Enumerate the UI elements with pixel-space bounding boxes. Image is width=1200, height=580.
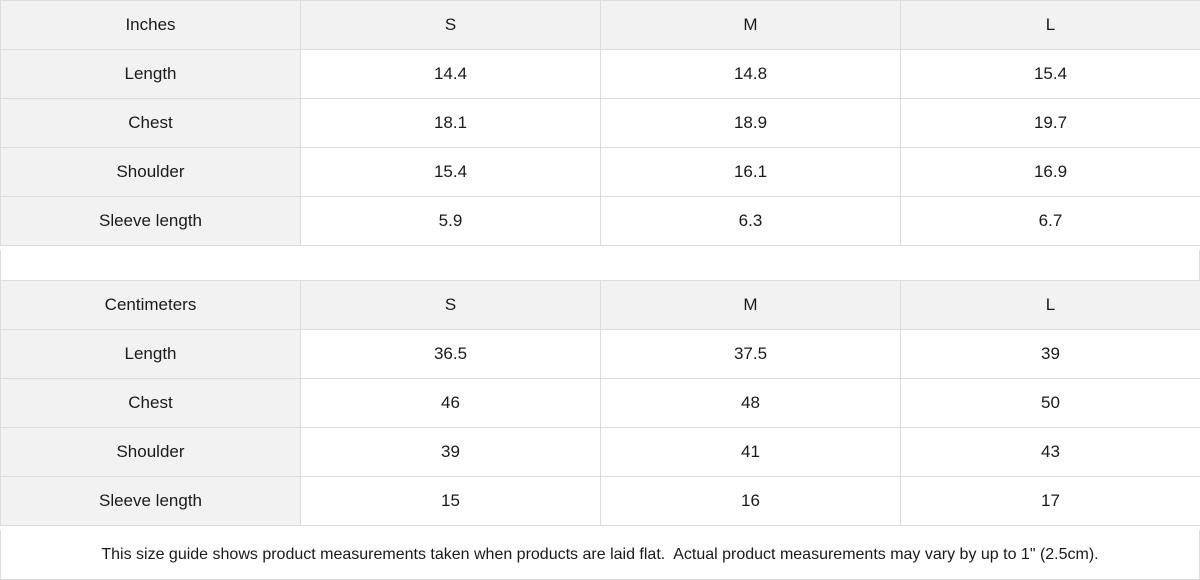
size-header: S: [300, 0, 601, 50]
measurement-value: 15.4: [900, 49, 1200, 99]
measurement-value: 48: [600, 378, 901, 428]
measurement-value: 16.9: [900, 147, 1200, 197]
size-header: L: [900, 280, 1200, 330]
measurement-value: 41: [600, 427, 901, 477]
measurement-value: 18.9: [600, 98, 901, 148]
measurement-value: 15.4: [300, 147, 601, 197]
unit-header: Inches: [0, 0, 301, 50]
centimeters-size-table: Centimeters S M L Length 36.5 37.5 39 Chest 46 48 5…: [0, 280, 1200, 526]
measurement-value: 6.7: [900, 196, 1200, 246]
size-header: L: [900, 0, 1200, 50]
measurement-label: Chest: [0, 378, 301, 428]
measurement-value: 39: [300, 427, 601, 477]
header-row: Centimeters S M L: [0, 280, 1200, 330]
measurement-value: 17: [900, 476, 1200, 526]
measurement-value: 15: [300, 476, 601, 526]
size-header: M: [600, 280, 901, 330]
size-header: M: [600, 0, 901, 50]
inches-size-table: Inches S M L Length 14.4 14.8 15.4 Chest 18.1 18.9…: [0, 0, 1200, 246]
unit-header: Centimeters: [0, 280, 301, 330]
table-row: Chest 18.1 18.9 19.7: [0, 98, 1200, 148]
measurement-value: 46: [300, 378, 601, 428]
measurement-value: 6.3: [600, 196, 901, 246]
size-guide-footnote: This size guide shows product measuremen…: [0, 530, 1200, 580]
measurement-label: Sleeve length: [0, 476, 301, 526]
measurement-value: 5.9: [300, 196, 601, 246]
measurement-value: 39: [900, 329, 1200, 379]
measurement-value: 43: [900, 427, 1200, 477]
table-row: Chest 46 48 50: [0, 378, 1200, 428]
measurement-value: 18.1: [300, 98, 601, 148]
table-row: Shoulder 15.4 16.1 16.9: [0, 147, 1200, 197]
size-header: S: [300, 280, 601, 330]
table-row: Sleeve length 15 16 17: [0, 476, 1200, 526]
header-row: Inches S M L: [0, 0, 1200, 50]
measurement-label: Length: [0, 49, 301, 99]
measurement-label: Length: [0, 329, 301, 379]
measurement-value: 14.4: [300, 49, 601, 99]
measurement-label: Shoulder: [0, 147, 301, 197]
measurement-label: Chest: [0, 98, 301, 148]
measurement-label: Shoulder: [0, 427, 301, 477]
measurement-label: Sleeve length: [0, 196, 301, 246]
measurement-value: 16.1: [600, 147, 901, 197]
measurement-value: 14.8: [600, 49, 901, 99]
measurement-value: 50: [900, 378, 1200, 428]
table-row: Length 36.5 37.5 39: [0, 329, 1200, 379]
measurement-value: 37.5: [600, 329, 901, 379]
measurement-value: 19.7: [900, 98, 1200, 148]
table-row: Length 14.4 14.8 15.4: [0, 49, 1200, 99]
table-spacer: [0, 250, 1200, 280]
table-row: Shoulder 39 41 43: [0, 427, 1200, 477]
table-row: Sleeve length 5.9 6.3 6.7: [0, 196, 1200, 246]
measurement-value: 16: [600, 476, 901, 526]
measurement-value: 36.5: [300, 329, 601, 379]
